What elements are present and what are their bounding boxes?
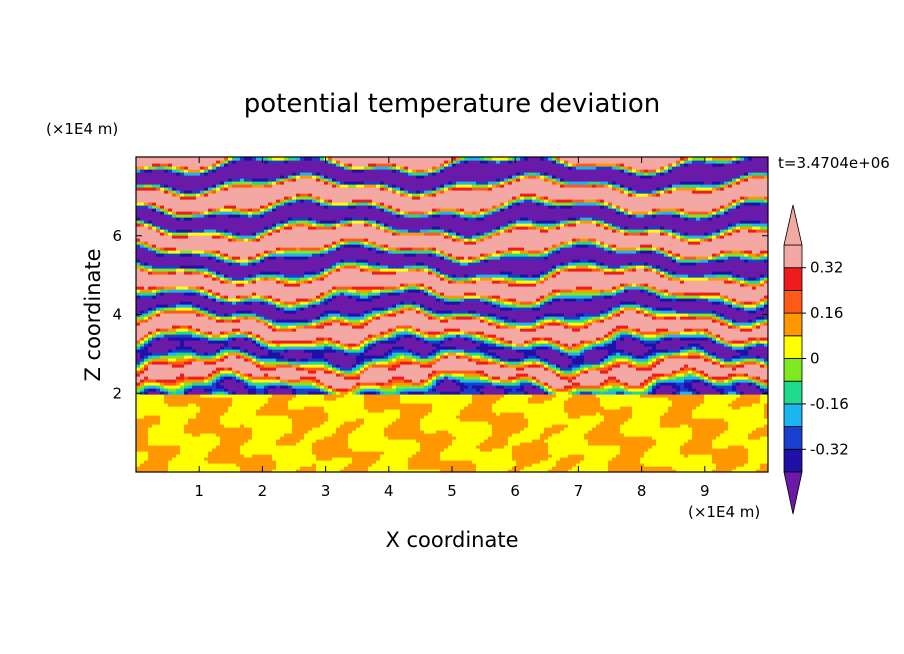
chart-title: potential temperature deviation: [244, 89, 660, 119]
y-axis-unit: (×1E4 m): [46, 120, 118, 138]
heatmap-field: [136, 157, 769, 473]
time-label: t=3.4704e+06: [778, 154, 890, 172]
